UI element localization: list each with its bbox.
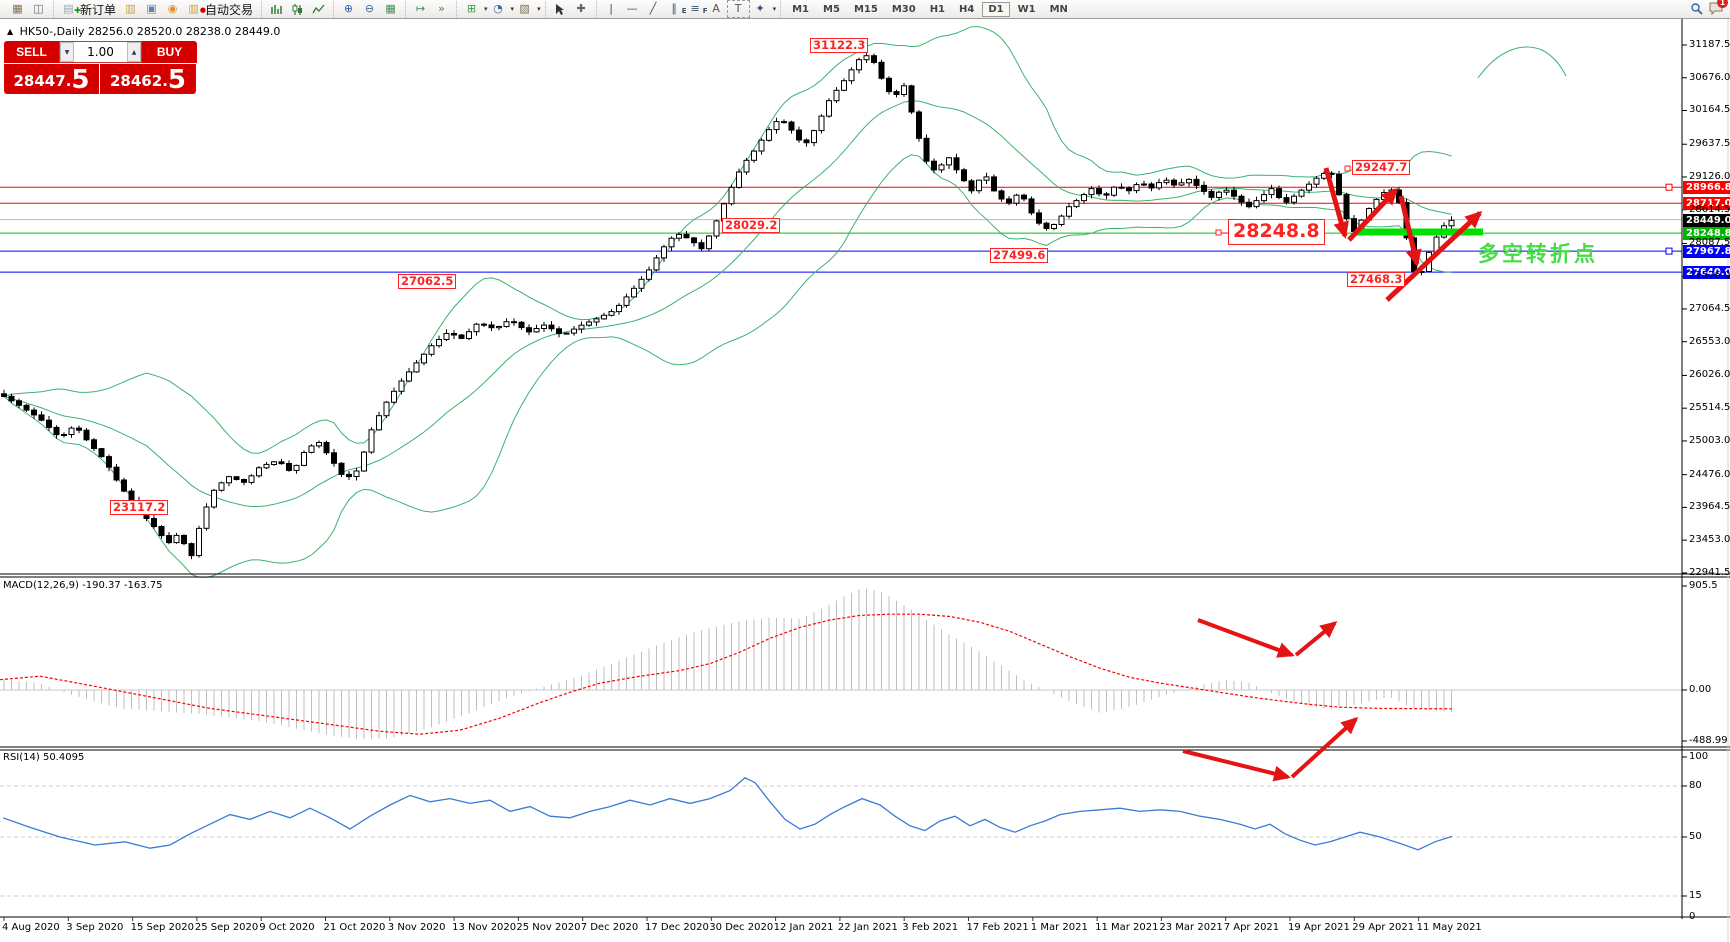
volume-increase-icon[interactable]: ▲ [127, 42, 141, 62]
profiles-icon[interactable]: ◫ [33, 2, 44, 15]
sell-price-dot: . [65, 72, 72, 90]
arrows-icon[interactable]: ✦ [755, 2, 765, 15]
volume-decrease-icon[interactable]: ▼ [60, 42, 74, 62]
trend-arrow-7[interactable] [1182, 749, 1291, 782]
chart-shift-icon[interactable]: ↦ [415, 2, 426, 15]
timeframe-m30[interactable]: M30 [891, 3, 916, 15]
timeframe-w1[interactable]: W1 [1017, 3, 1036, 15]
notification-count-badge: 1 [1717, 0, 1728, 8]
timeframe-mn[interactable]: MN [1049, 3, 1068, 15]
notifications-icon[interactable]: 1 [1709, 0, 1728, 19]
vertical-line-icon[interactable]: | [609, 2, 613, 15]
toolbar-group: ⊕ ⊖ ▦ [333, 0, 405, 18]
candlestick-series [1, 53, 1455, 560]
buy-price[interactable]: 28462. 5 [100, 64, 196, 94]
buy-price-int: 28462 [110, 72, 163, 90]
price-annotation-29247.7[interactable]: 29247.7 [1352, 160, 1411, 176]
terminal-icon[interactable]: ▣ [146, 2, 157, 15]
indicators-icon[interactable]: ⊞ [466, 2, 477, 15]
autotrade-icon-label[interactable]: 自动交易 [205, 2, 254, 17]
timeframe-h1[interactable]: H1 [929, 3, 946, 15]
price-annotation-27468.3[interactable]: 27468.3 [1347, 272, 1406, 288]
timeframe-m1[interactable]: M1 [792, 3, 810, 15]
sell-price-int: 28447 [13, 72, 66, 90]
timeframe-d1[interactable]: D1 [982, 1, 1010, 17]
pane-frames-and-axes [0, 19, 1730, 942]
price-annotation-28248.8[interactable]: 28248.8 [1228, 219, 1325, 245]
bar-chart-icon[interactable] [266, 1, 287, 17]
auto-scroll-icon[interactable]: » [438, 2, 445, 15]
trend-arrow-2[interactable] [1347, 187, 1399, 242]
search-icon[interactable] [1690, 0, 1703, 19]
toolbar-group: | — ╱ ∥ E ≡ F A T ✦ ▾ [595, 0, 781, 18]
zoom-in-icon[interactable]: ⊕ [343, 2, 354, 15]
timeframe-m15[interactable]: M15 [853, 3, 878, 15]
text-icon[interactable]: A [712, 2, 720, 15]
periods-icon-dropdown[interactable]: ▾ [510, 5, 515, 13]
signal-icon[interactable]: ◉ [167, 2, 178, 15]
sell-button[interactable]: SELL [4, 41, 59, 63]
crosshair-icon[interactable]: ✚ [576, 2, 586, 15]
fibonacci-icon[interactable]: ≡ F [690, 2, 708, 15]
trend-arrow-6[interactable] [1294, 621, 1338, 657]
line-chart-icon[interactable] [308, 1, 329, 17]
toolbar-group: ▤ ✚ 新订单 ▥ ▣ ◉ ▥ ● 自动交易 [53, 0, 261, 18]
cursor-icon[interactable] [550, 1, 571, 17]
toolbar-group: ⊞ ▾ ◔ ▾ ▧ ▾ [456, 0, 545, 18]
main-toolbar: ▦ ◫ ▤ ✚ 新订单 ▥ ▣ ◉ ▥ ● 自动交易 ⊕ ⊖ ▦ ↦» ⊞ ▾ ◔ ▾ ▧ ▾ ✚ | — ╱ ∥ E ≡ F A T ✦ ▾ M… [0, 0, 1730, 19]
trend-arrow-3[interactable] [1398, 195, 1422, 267]
sell-price-pips: 5 [71, 65, 90, 95]
price-annotation-27499.6[interactable]: 27499.6 [990, 248, 1049, 264]
tile-windows-icon[interactable]: ▦ [385, 2, 396, 15]
zoom-out-icon[interactable]: ⊖ [364, 2, 375, 15]
one-click-trading-panel: SELL ▼ 1.00 ▲ BUY 28447. 5 28462. 5 [4, 41, 197, 94]
price-annotation-31122.3[interactable]: 31122.3 [810, 38, 869, 54]
templates-icon-dropdown[interactable]: ▾ [537, 5, 541, 13]
horizontal-line-icon[interactable]: — [626, 2, 638, 15]
volume-value[interactable]: 1.00 [87, 45, 114, 59]
price-annotation-27062.5[interactable]: 27062.5 [398, 274, 457, 290]
toolbar-group [261, 0, 333, 18]
timeframe-switcher: M1 M5 M15 M30 H1 H4 D1 W1 MN [780, 0, 1079, 18]
chart-background [0, 19, 1730, 942]
text-label-icon[interactable]: T [726, 0, 750, 18]
templates-icon[interactable]: ▧ [519, 2, 530, 15]
trend-arrow-5[interactable] [1197, 618, 1295, 658]
price-annotation-28029.2[interactable]: 28029.2 [722, 218, 781, 234]
toolbar-group: ↦» [405, 0, 456, 18]
new-order-icon-label[interactable]: 新订单 [80, 2, 117, 17]
toolbar-group: ✚ [544, 0, 596, 18]
indicators-icon-dropdown[interactable]: ▾ [484, 5, 488, 13]
price-annotation-23117.2[interactable]: 23117.2 [110, 500, 169, 516]
market-watch-icon[interactable]: ▥ [125, 2, 136, 15]
timeframe-m5[interactable]: M5 [823, 3, 840, 15]
arrows-icon-dropdown[interactable]: ▾ [772, 5, 777, 13]
sell-price[interactable]: 28447. 5 [4, 64, 100, 94]
toolbar-group: ▦ ◫ [3, 1, 53, 18]
trend-arrow-1[interactable] [1323, 167, 1349, 239]
buy-price-dot: . [162, 72, 168, 90]
channel-icon[interactable]: ∥ E [671, 2, 687, 15]
new-chart-icon[interactable]: ▦ [12, 2, 23, 15]
trendline-icon[interactable]: ╱ [649, 2, 657, 15]
rsi-indicator [0, 777, 1682, 897]
timeframe-h4[interactable]: H4 [959, 3, 975, 15]
trend-arrow-8[interactable] [1290, 716, 1359, 779]
macd-indicator [0, 588, 1682, 740]
periods-icon[interactable]: ◔ [493, 2, 503, 15]
volume-stepper[interactable]: ▼ 1.00 ▲ [59, 41, 142, 63]
buy-price-pips: 5 [167, 65, 186, 95]
bollinger-bands [3, 26, 1567, 578]
new-order-icon[interactable]: ▤ ✚ [63, 2, 81, 15]
candlestick-chart-icon[interactable] [287, 1, 308, 17]
autotrade-icon[interactable]: ▥ ● [188, 2, 207, 15]
buy-button[interactable]: BUY [142, 41, 197, 63]
